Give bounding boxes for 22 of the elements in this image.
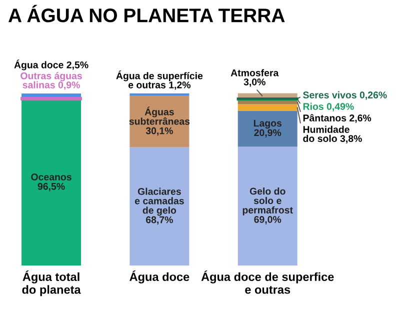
text: Humidade do solo 3,8% [303,126,362,144]
data-label: 96,5% [38,182,65,192]
text: Água de superfície e outras 1,2% [116,70,203,90]
text: Água doce 2,5% [14,60,88,70]
series-label: Oceanos [31,174,72,180]
series-label: Lagos [254,120,282,129]
series-label: Gelo do solo e permafrost [242,188,293,216]
x-tick-label: Água doce [130,270,190,284]
chart-title: A ÁGUA NO PLANETA TERRA [8,4,285,22]
data-label: 68,7% [146,216,173,225]
text: Outras águas salinas 0,9% [20,72,82,90]
text: Seres vivos 0,26% [303,91,387,100]
series-label: Glaciares e camadas de gelo [134,188,184,216]
data-label: 30,1% [146,127,173,136]
x-tick-label: Água doce de superfice e outras [201,270,334,294]
x-tick-label: Água total do planeta [22,270,81,296]
data-label: 3,0% [244,78,266,87]
data-label: 20,9% [254,129,282,138]
series-label: Atmosfera [230,69,279,76]
text: Pântanos 2,6% [303,114,372,123]
text: Rios 0,49% [303,102,354,112]
data-label: 69,0% [254,216,282,224]
